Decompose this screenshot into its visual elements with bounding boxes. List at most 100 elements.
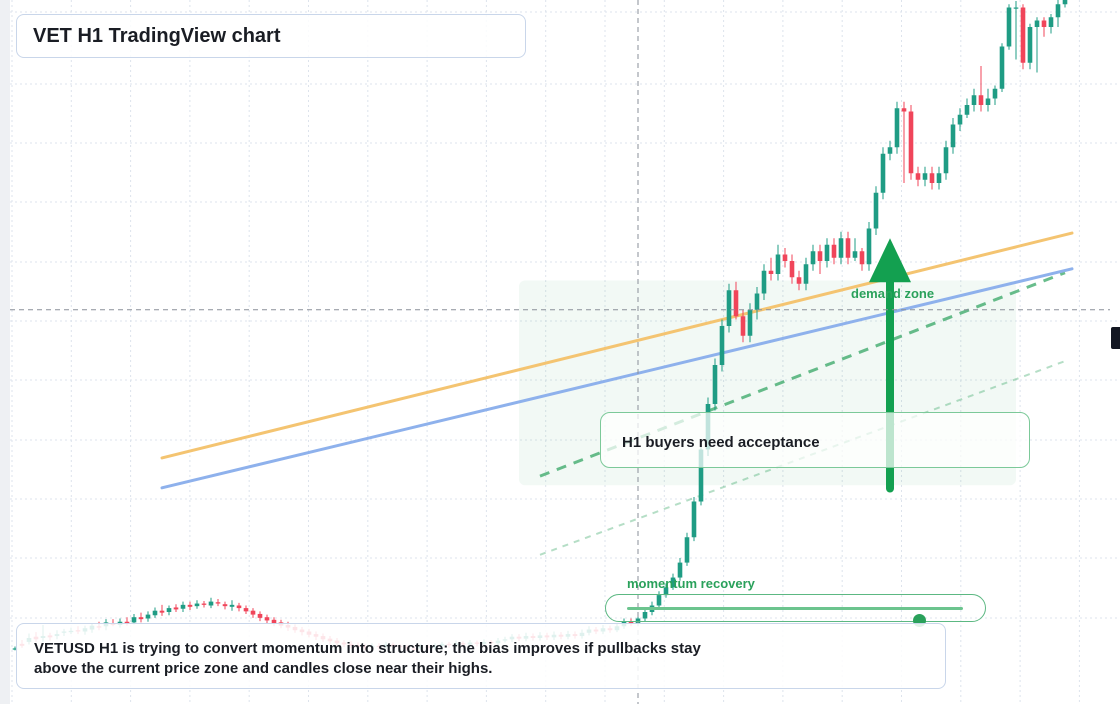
candle-body <box>789 261 795 278</box>
candle-body <box>698 449 704 502</box>
candle-body <box>243 608 249 612</box>
demand-arrow-head <box>869 238 911 283</box>
candle-body <box>208 601 214 606</box>
candle-body <box>1048 17 1054 27</box>
chart-title: VET H1 TradingView chart <box>33 25 281 47</box>
candle-body <box>187 604 193 607</box>
candle-body <box>677 562 683 578</box>
candle <box>999 43 1005 92</box>
candle-body <box>642 612 648 619</box>
candle <box>803 257 809 291</box>
candle-body <box>943 147 949 174</box>
candle <box>1006 4 1012 50</box>
candle-body <box>712 365 718 404</box>
candle <box>194 600 200 609</box>
candle-body <box>124 621 130 624</box>
summary-card: VETUSD H1 is trying to convert momentum … <box>16 623 946 689</box>
candle <box>1034 17 1040 73</box>
candle-body <box>915 173 921 180</box>
momentum-slider[interactable] <box>605 594 986 627</box>
candle-body <box>740 316 746 336</box>
candle-body <box>761 270 767 294</box>
candle <box>1062 0 1068 8</box>
candle-body <box>271 619 277 624</box>
candle <box>761 264 767 300</box>
candle-body <box>138 617 144 620</box>
candle <box>684 532 690 566</box>
candle <box>1055 0 1061 27</box>
candle <box>691 496 697 542</box>
candle <box>215 599 221 607</box>
slow-ma-line <box>160 267 1074 490</box>
candle-body <box>670 577 676 588</box>
candle-body <box>250 610 256 615</box>
candle-body <box>894 108 900 148</box>
candle-body <box>159 610 165 613</box>
candle-body <box>922 173 928 180</box>
candle-body <box>824 244 830 261</box>
candle-body <box>215 602 221 604</box>
candle <box>985 88 991 112</box>
candle <box>166 605 172 616</box>
candle-body <box>1062 0 1068 5</box>
candle-body <box>803 264 809 284</box>
candle-body <box>1027 27 1033 63</box>
candle <box>957 108 963 131</box>
demand-zone-label: demand zone <box>851 286 935 301</box>
candle <box>852 238 858 261</box>
candle-body <box>992 88 998 99</box>
candle-body <box>1006 7 1012 47</box>
candle-body <box>222 604 228 607</box>
candle-body <box>257 613 263 618</box>
candle <box>250 608 256 618</box>
candle-body <box>775 254 781 274</box>
candle <box>173 604 179 612</box>
candle-body <box>985 98 991 105</box>
candle <box>733 281 739 320</box>
candle-body <box>831 244 837 258</box>
candle-body <box>873 192 879 229</box>
candle-body <box>229 604 235 607</box>
candle <box>719 319 725 372</box>
candle <box>992 85 998 105</box>
price-label-marker <box>1111 327 1120 349</box>
candle <box>789 254 795 284</box>
note-card: H1 buyers need acceptance <box>600 412 1030 468</box>
candle-body <box>838 238 844 258</box>
candle <box>1027 23 1033 70</box>
summary-text: VETUSD H1 is trying to convert momentum … <box>34 640 701 677</box>
candle <box>208 597 214 609</box>
candle-body <box>908 111 914 174</box>
candle <box>775 244 781 281</box>
grid-layer <box>10 0 1120 704</box>
candle <box>908 105 914 180</box>
candle <box>1048 14 1054 34</box>
candle <box>257 611 263 622</box>
candle <box>964 98 970 118</box>
candle <box>866 222 872 271</box>
candle <box>12 646 18 651</box>
candle <box>859 248 865 271</box>
candle <box>943 140 949 180</box>
candle-body <box>810 251 816 265</box>
candle <box>768 257 774 281</box>
candle-body <box>859 251 865 265</box>
candle <box>180 601 186 612</box>
candle <box>936 166 942 190</box>
candle-body <box>656 595 662 606</box>
candle-body <box>796 277 802 284</box>
candle <box>740 309 746 343</box>
candle <box>236 602 242 612</box>
candle-body <box>768 270 774 274</box>
candle <box>901 101 907 183</box>
candle <box>712 358 718 411</box>
momentum-slider-track[interactable] <box>627 607 963 627</box>
candle <box>978 66 984 112</box>
candle-body <box>733 290 739 317</box>
candle <box>677 558 683 581</box>
candle <box>663 583 669 598</box>
candle-body <box>201 603 207 605</box>
candle <box>873 186 879 235</box>
candle-body <box>12 648 18 650</box>
